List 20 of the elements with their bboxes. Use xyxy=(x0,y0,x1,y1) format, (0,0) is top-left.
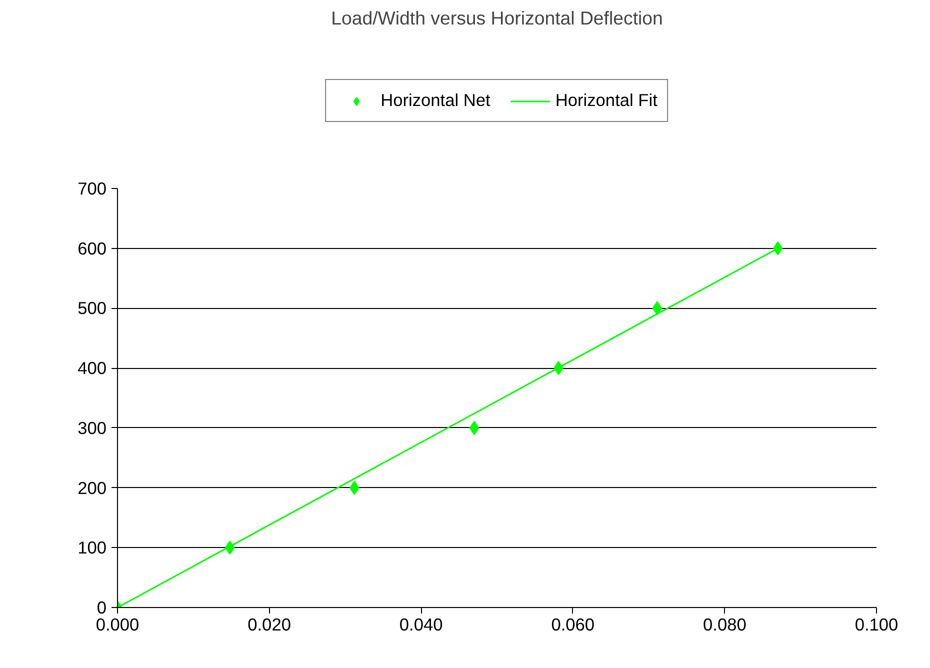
x-tick-label: 0.040 xyxy=(399,614,443,634)
y-tick-label: 600 xyxy=(78,238,107,258)
legend-label: Horizontal Net xyxy=(380,90,490,111)
y-tick-label: 100 xyxy=(78,538,107,558)
y-tick-label: 500 xyxy=(78,298,107,318)
y-tick-label: 700 xyxy=(78,178,107,198)
y-tick-label: 400 xyxy=(78,358,107,378)
x-tick-label: 0.000 xyxy=(96,614,140,634)
x-tick-label: 0.060 xyxy=(551,614,595,634)
point xyxy=(469,420,480,435)
legend-label: Horizontal Fit xyxy=(555,90,658,111)
y-tick-label: 0 xyxy=(96,598,107,618)
point xyxy=(349,480,360,495)
chart-title: Load/Width versus Horizontal Deflection xyxy=(331,8,663,28)
y-tick-label: 300 xyxy=(78,418,107,438)
point xyxy=(772,241,783,256)
x-tick-label: 0.100 xyxy=(854,614,898,634)
x-tick-label: 0.080 xyxy=(703,614,746,634)
x-tick-label: 0.020 xyxy=(248,614,291,634)
y-tick-label: 200 xyxy=(78,478,107,498)
